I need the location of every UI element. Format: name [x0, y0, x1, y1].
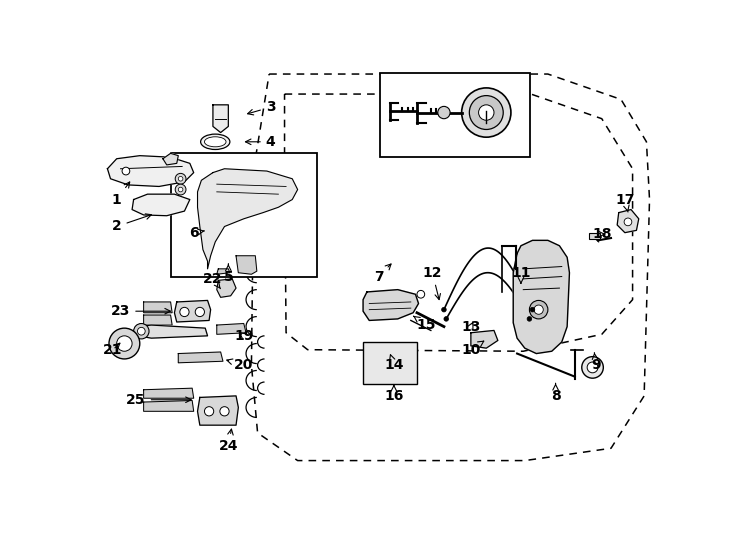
Text: 14: 14: [384, 355, 404, 372]
Text: 22: 22: [203, 272, 222, 289]
Text: 6: 6: [189, 226, 204, 240]
Circle shape: [444, 316, 448, 321]
Polygon shape: [175, 300, 211, 322]
Circle shape: [175, 173, 186, 184]
Text: 3: 3: [247, 100, 275, 115]
Ellipse shape: [200, 134, 230, 150]
Polygon shape: [138, 325, 208, 338]
Circle shape: [117, 336, 132, 351]
Text: 2: 2: [112, 214, 151, 233]
Text: 7: 7: [374, 264, 391, 284]
Bar: [363, 342, 417, 384]
Bar: [380, 72, 530, 157]
Circle shape: [530, 307, 535, 312]
Polygon shape: [617, 210, 639, 233]
Polygon shape: [197, 396, 239, 425]
Text: 17: 17: [615, 193, 635, 212]
Text: 16: 16: [384, 386, 404, 403]
Text: 25: 25: [126, 393, 191, 407]
Text: 18: 18: [592, 227, 611, 241]
Text: 9: 9: [591, 353, 600, 372]
Polygon shape: [144, 388, 194, 398]
Polygon shape: [144, 315, 172, 325]
Circle shape: [529, 300, 548, 319]
Circle shape: [178, 177, 183, 181]
Polygon shape: [144, 302, 172, 313]
Text: 12: 12: [423, 266, 442, 300]
Polygon shape: [144, 401, 194, 411]
Polygon shape: [217, 269, 230, 274]
Circle shape: [624, 218, 632, 226]
Circle shape: [582, 356, 603, 378]
Polygon shape: [513, 240, 570, 354]
Text: 23: 23: [111, 304, 170, 318]
Circle shape: [417, 291, 425, 298]
Circle shape: [462, 88, 511, 137]
Text: 5: 5: [223, 264, 233, 284]
Polygon shape: [213, 105, 228, 132]
Text: 10: 10: [461, 341, 484, 357]
Polygon shape: [197, 168, 297, 269]
Text: 11: 11: [511, 266, 531, 283]
Bar: [589, 233, 600, 239]
Text: 8: 8: [550, 383, 561, 403]
Text: 13: 13: [461, 320, 481, 334]
Bar: [170, 153, 317, 276]
Circle shape: [587, 362, 598, 373]
Circle shape: [442, 307, 446, 312]
Polygon shape: [132, 194, 190, 215]
Polygon shape: [236, 256, 257, 274]
Polygon shape: [217, 323, 246, 334]
Circle shape: [122, 167, 130, 175]
Circle shape: [205, 407, 214, 416]
Text: 4: 4: [245, 135, 275, 149]
Polygon shape: [363, 289, 418, 320]
Circle shape: [534, 305, 543, 314]
Circle shape: [469, 96, 504, 130]
Circle shape: [180, 307, 189, 316]
Text: 15: 15: [414, 316, 436, 332]
Text: 19: 19: [234, 329, 253, 343]
Circle shape: [220, 407, 229, 416]
Text: 1: 1: [112, 182, 130, 206]
Circle shape: [178, 187, 183, 192]
Circle shape: [109, 328, 139, 359]
Polygon shape: [178, 352, 223, 363]
Ellipse shape: [205, 137, 226, 147]
Text: 21: 21: [103, 343, 123, 357]
Text: 24: 24: [219, 429, 238, 453]
Polygon shape: [217, 279, 236, 298]
Text: 20: 20: [227, 358, 253, 372]
Circle shape: [437, 106, 450, 119]
Circle shape: [527, 316, 531, 321]
Polygon shape: [107, 156, 194, 186]
Circle shape: [479, 105, 494, 120]
Circle shape: [137, 327, 145, 335]
Circle shape: [134, 323, 149, 339]
Circle shape: [175, 184, 186, 195]
Polygon shape: [163, 153, 178, 165]
Polygon shape: [471, 330, 498, 348]
Circle shape: [195, 307, 205, 316]
